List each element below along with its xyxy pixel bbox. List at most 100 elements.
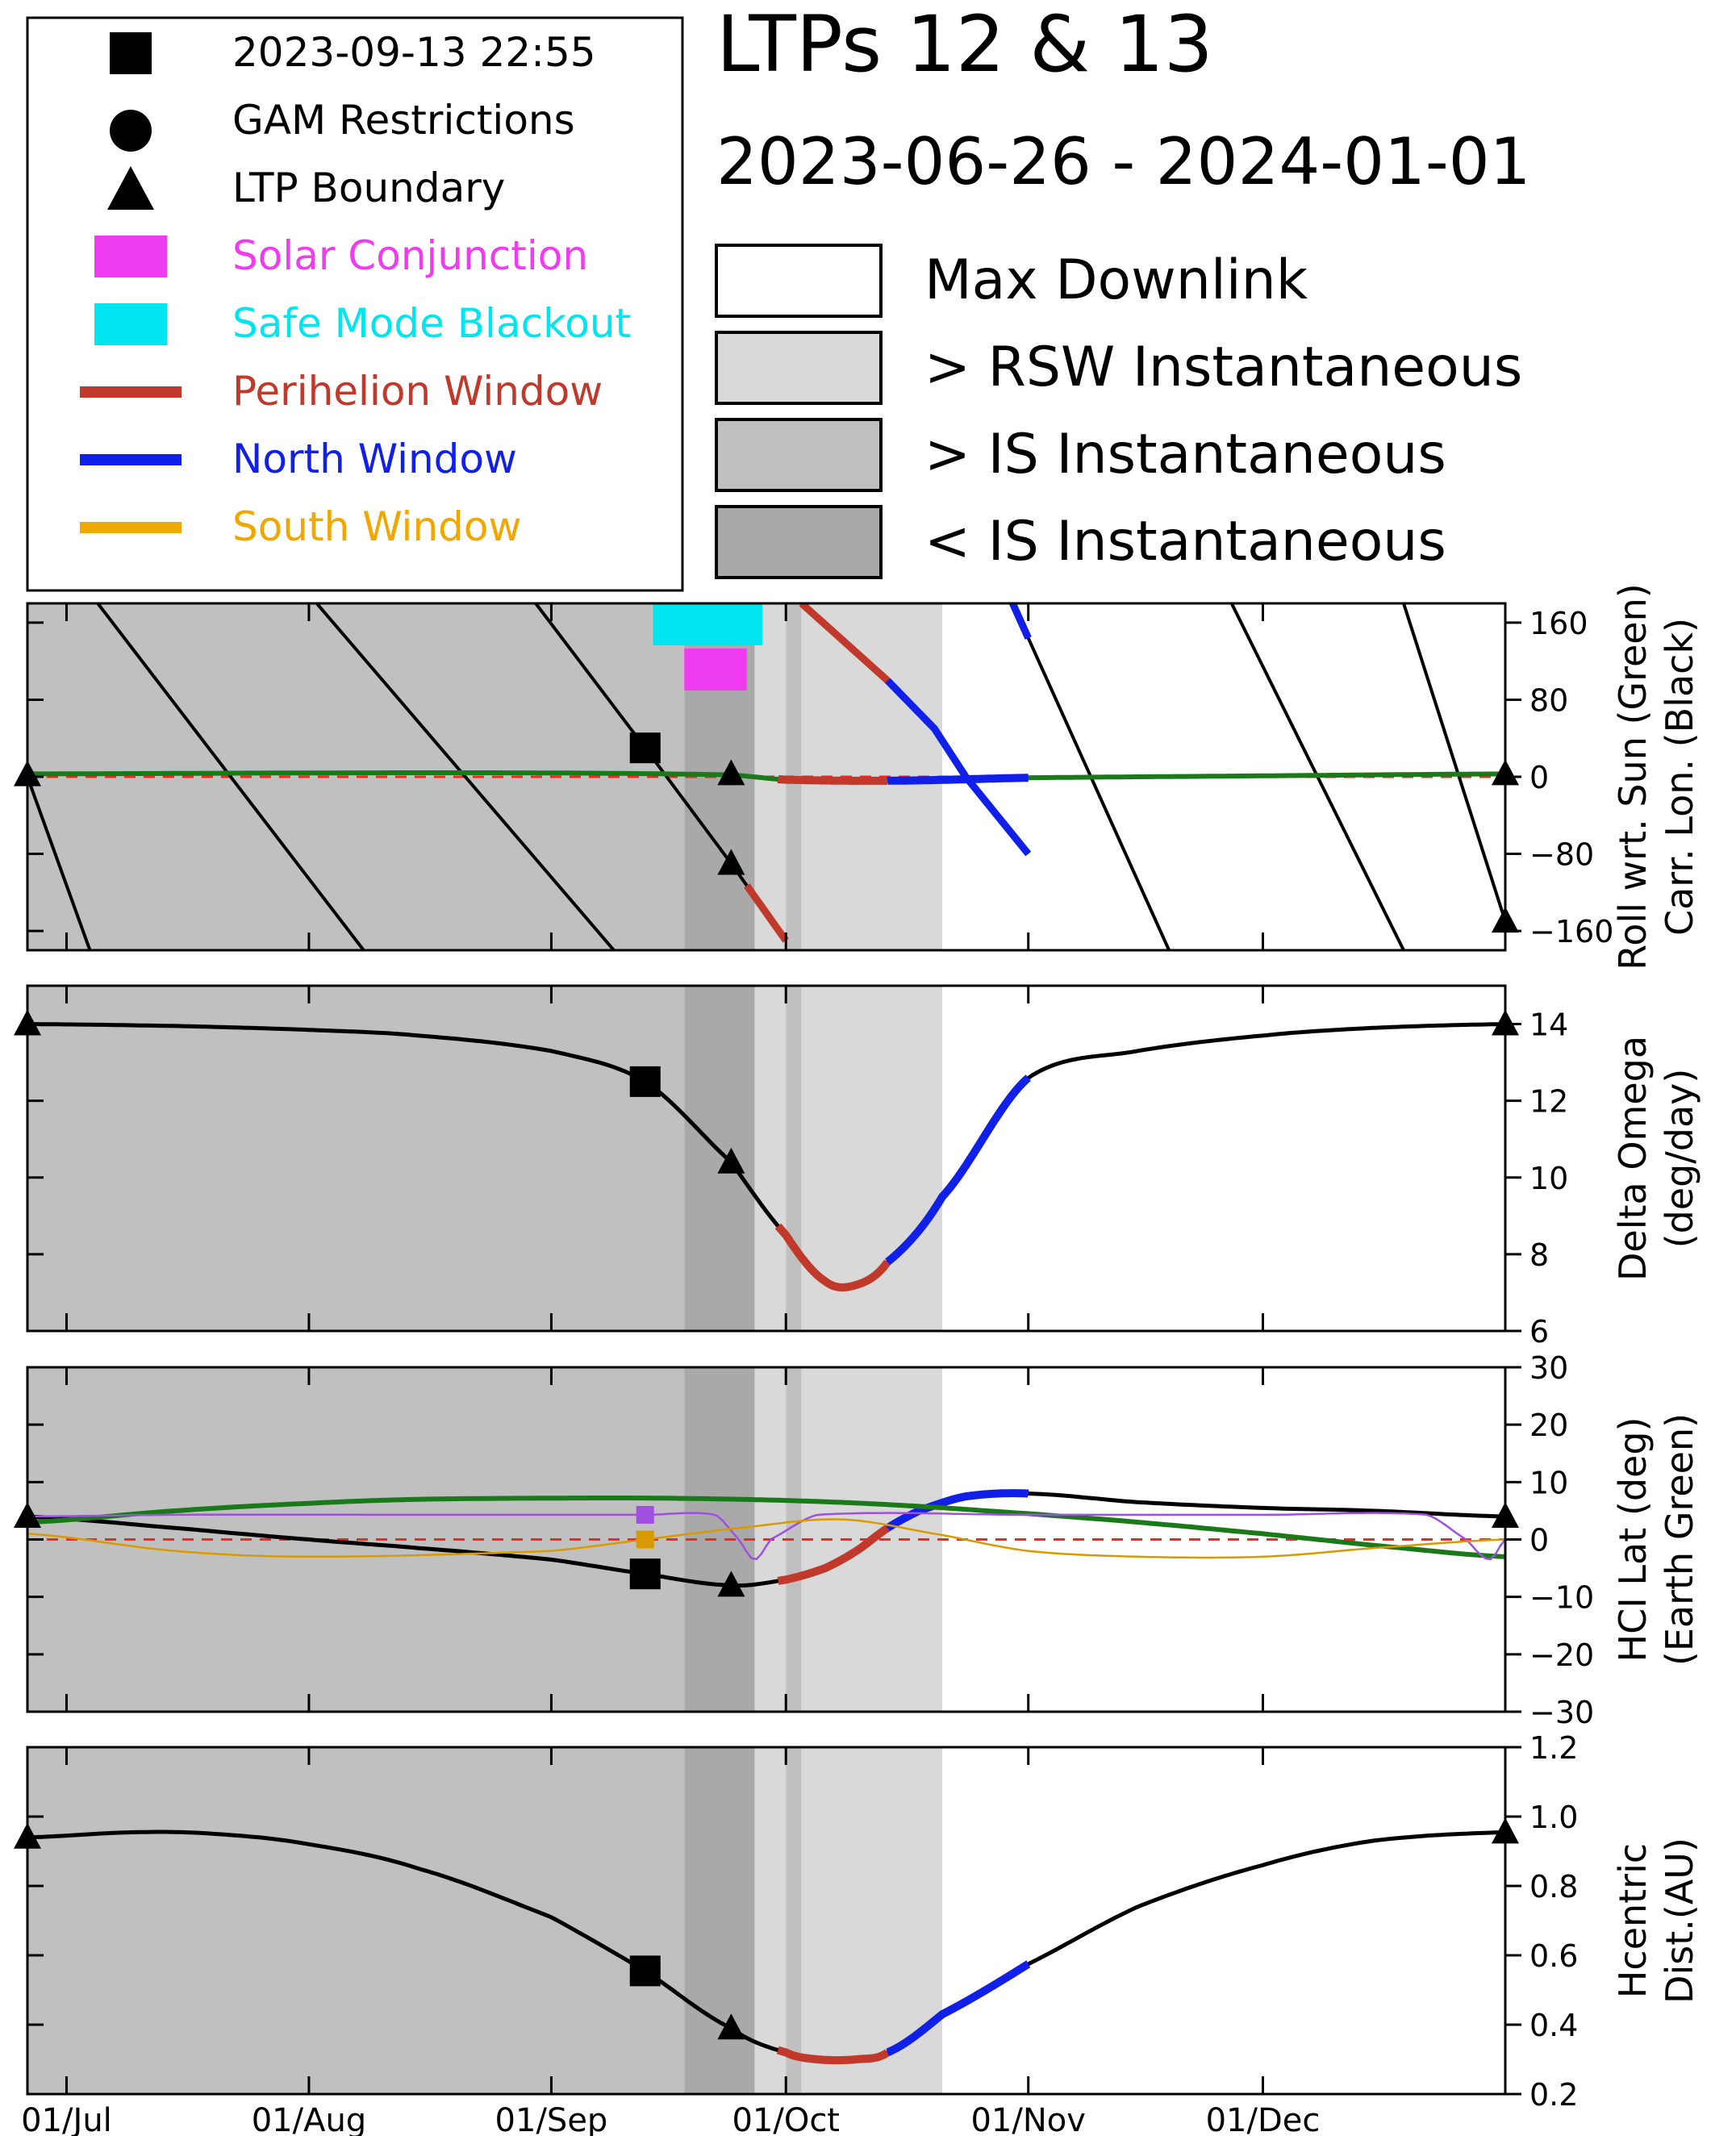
legend-line-north-window [80,454,182,465]
panel-plot-dist [27,1829,1505,2065]
shading-label-is-instantaneous: < IS Instantaneous [924,510,1446,574]
y-tick-label-0: 14 [1529,1008,1568,1043]
legend-label-south-window: South Window [232,503,521,550]
y-axis-label-0: Hcentric [1611,1843,1655,1998]
y-axis-label-1: Carr. Lon. (Black) [1658,618,1701,936]
legend-line-perihelion-window [80,386,182,398]
panel-frame-delta_omega [26,984,1507,1333]
x-tick-label-0: 01/Jul [21,2102,112,2136]
y-tick-label-4: −10 [1529,1580,1594,1616]
perihelion-segment-delta_omega [774,1223,891,1291]
north-segment-lat_black [885,1489,1029,1532]
shading-band-0 [27,986,685,1331]
y-tick-label-2: 10 [1529,1465,1568,1500]
series-orange_thin [27,1518,1505,1559]
y-tick-label-2: 0.8 [1529,1869,1578,1904]
carrington-line-1 [96,603,365,950]
square-marker-0 [629,1558,661,1590]
legend-triangle-marker-ltp-boundary [107,166,154,210]
x-tick-label-1: 01/Aug [252,2102,366,2136]
shading-band-5 [942,986,1505,1331]
y-tick-label-1: 20 [1529,1408,1568,1443]
x-tick-label-3: 01/Oct [732,2102,840,2136]
shading-label-max-downlink: Max Downlink [924,248,1308,312]
carrington-north-segment-5 [1009,603,1032,640]
y-tick-label-1: 1.0 [1529,1800,1578,1835]
series-lat_black [27,1491,1505,1588]
legend-circle-marker-gam-restrictions [110,110,152,152]
panel-plot-delta_omega [27,1022,1505,1291]
triangle-marker-1 [717,1571,745,1597]
x-tick-label-5: 01/Dec [1206,2102,1321,2136]
y-tick-label-5: −20 [1529,1637,1594,1673]
shading-band-5 [942,1747,1505,2094]
shading-legend: Max Downlink > RSW Instantaneous > IS Inst… [715,244,1522,579]
legend-label-north-window: North Window [232,436,517,482]
perihelion-segment-lat_black [777,1525,891,1585]
shading-label-is-instantaneous: > IS Instantaneous [924,423,1446,486]
legend-label-perihelion-window: Perihelion Window [232,368,603,415]
shading-band-0 [27,1747,685,2094]
north-segment-dist [886,1960,1031,2057]
shading-band-1 [684,986,755,1331]
series-earth_green [27,1496,1505,1559]
chart-title: LTPs 12 & 13 [716,0,1213,90]
y-tick-label-0: 1.2 [1529,1730,1578,1766]
y-tick-label-3: 0 [1529,1523,1549,1558]
shading-swatch-is-instantaneous [715,418,883,492]
carrington-perihelion-segment-3 [744,883,789,943]
shading-band-3 [786,986,802,1331]
north-segment-roll_green [887,774,1029,785]
y-tick-label-4: 0.4 [1529,2008,1578,2043]
y-axis-label-0: Delta Omega [1611,1036,1655,1281]
shading-band-2 [754,986,787,1331]
legend-line-south-window [80,522,182,533]
y-axis-label-1: Dist.(AU) [1658,1838,1701,2004]
series-dist [27,1829,1505,2063]
small-square-marker-1 [636,1530,654,1549]
y-tick-label-3: 0.6 [1529,1938,1578,1974]
y-tick-label-4: 6 [1529,1314,1549,1350]
legend-square-marker-2023-09-13-22-55 [110,32,152,74]
y-axis-label-0: HCI Lat (deg) [1611,1417,1655,1662]
legend-label-ltp-boundary: LTP Boundary [232,165,505,211]
y-tick-label-1: 12 [1529,1084,1568,1120]
y-tick-label-1: 80 [1529,682,1568,718]
x-axis: 01/Jul 01/Aug 01/Sep 01/Oct 01/Nov 01/Dec [21,2102,1320,2136]
y-axis-label-1: (Earth Green) [1658,1413,1701,1666]
y-tick-label-6: −30 [1529,1695,1594,1730]
carrington-line-7 [1402,603,1505,922]
perihelion-segment-dist [776,2046,891,2065]
y-tick-label-5: 0.2 [1529,2077,1578,2113]
y-tick-label-4: −160 [1529,914,1613,949]
legend-label-safe-mode-blackout: Safe Mode Blackout [232,300,631,347]
panel-plot-roll [27,603,1505,950]
y-tick-label-2: 0 [1529,760,1549,795]
legend-label-2023-09-13-22-55: 2023-09-13 22:55 [232,29,596,76]
y-tick-label-3: 8 [1529,1237,1549,1273]
y-tick-label-0: 160 [1529,606,1588,641]
y-axis-label-0: Roll wrt. Sun (Green) [1611,583,1655,970]
square-marker-0 [629,1066,661,1097]
panel-delta_omega: 14 12 10 8 6 Delta Omega (deg/day) [14,984,1701,1350]
square-marker-0 [629,732,661,764]
shading-band-1 [684,1747,755,2094]
triangle-marker-1 [717,2013,745,2040]
triangle-marker-2 [717,849,745,875]
carrington-north-segment-4 [884,678,1032,857]
triangle-marker-1 [717,759,745,786]
small-square-marker-0 [636,1505,654,1524]
triangle-marker-1 [717,1147,745,1174]
shading-band-4 [801,1747,943,2094]
shading-band-2 [754,1747,787,2094]
marker-legend: 2023-09-13 22:55 GAM Restrictions LTP Boun… [26,16,684,592]
north-segment-delta_omega [884,1074,1031,1266]
legend-block-solar-conjunction [94,236,167,277]
y-tick-label-3: −80 [1529,837,1594,873]
carrington-line-2 [315,603,616,950]
legend-label-solar-conjunction: Solar Conjunction [232,232,588,279]
y-axis-label-1: (deg/day) [1658,1069,1701,1249]
panel-dist: 1.2 1.0 0.8 0.6 0.4 0.2 Hcentric Dist.(AU) [14,1730,1701,2113]
safe-mode-blackout-block [653,603,763,645]
